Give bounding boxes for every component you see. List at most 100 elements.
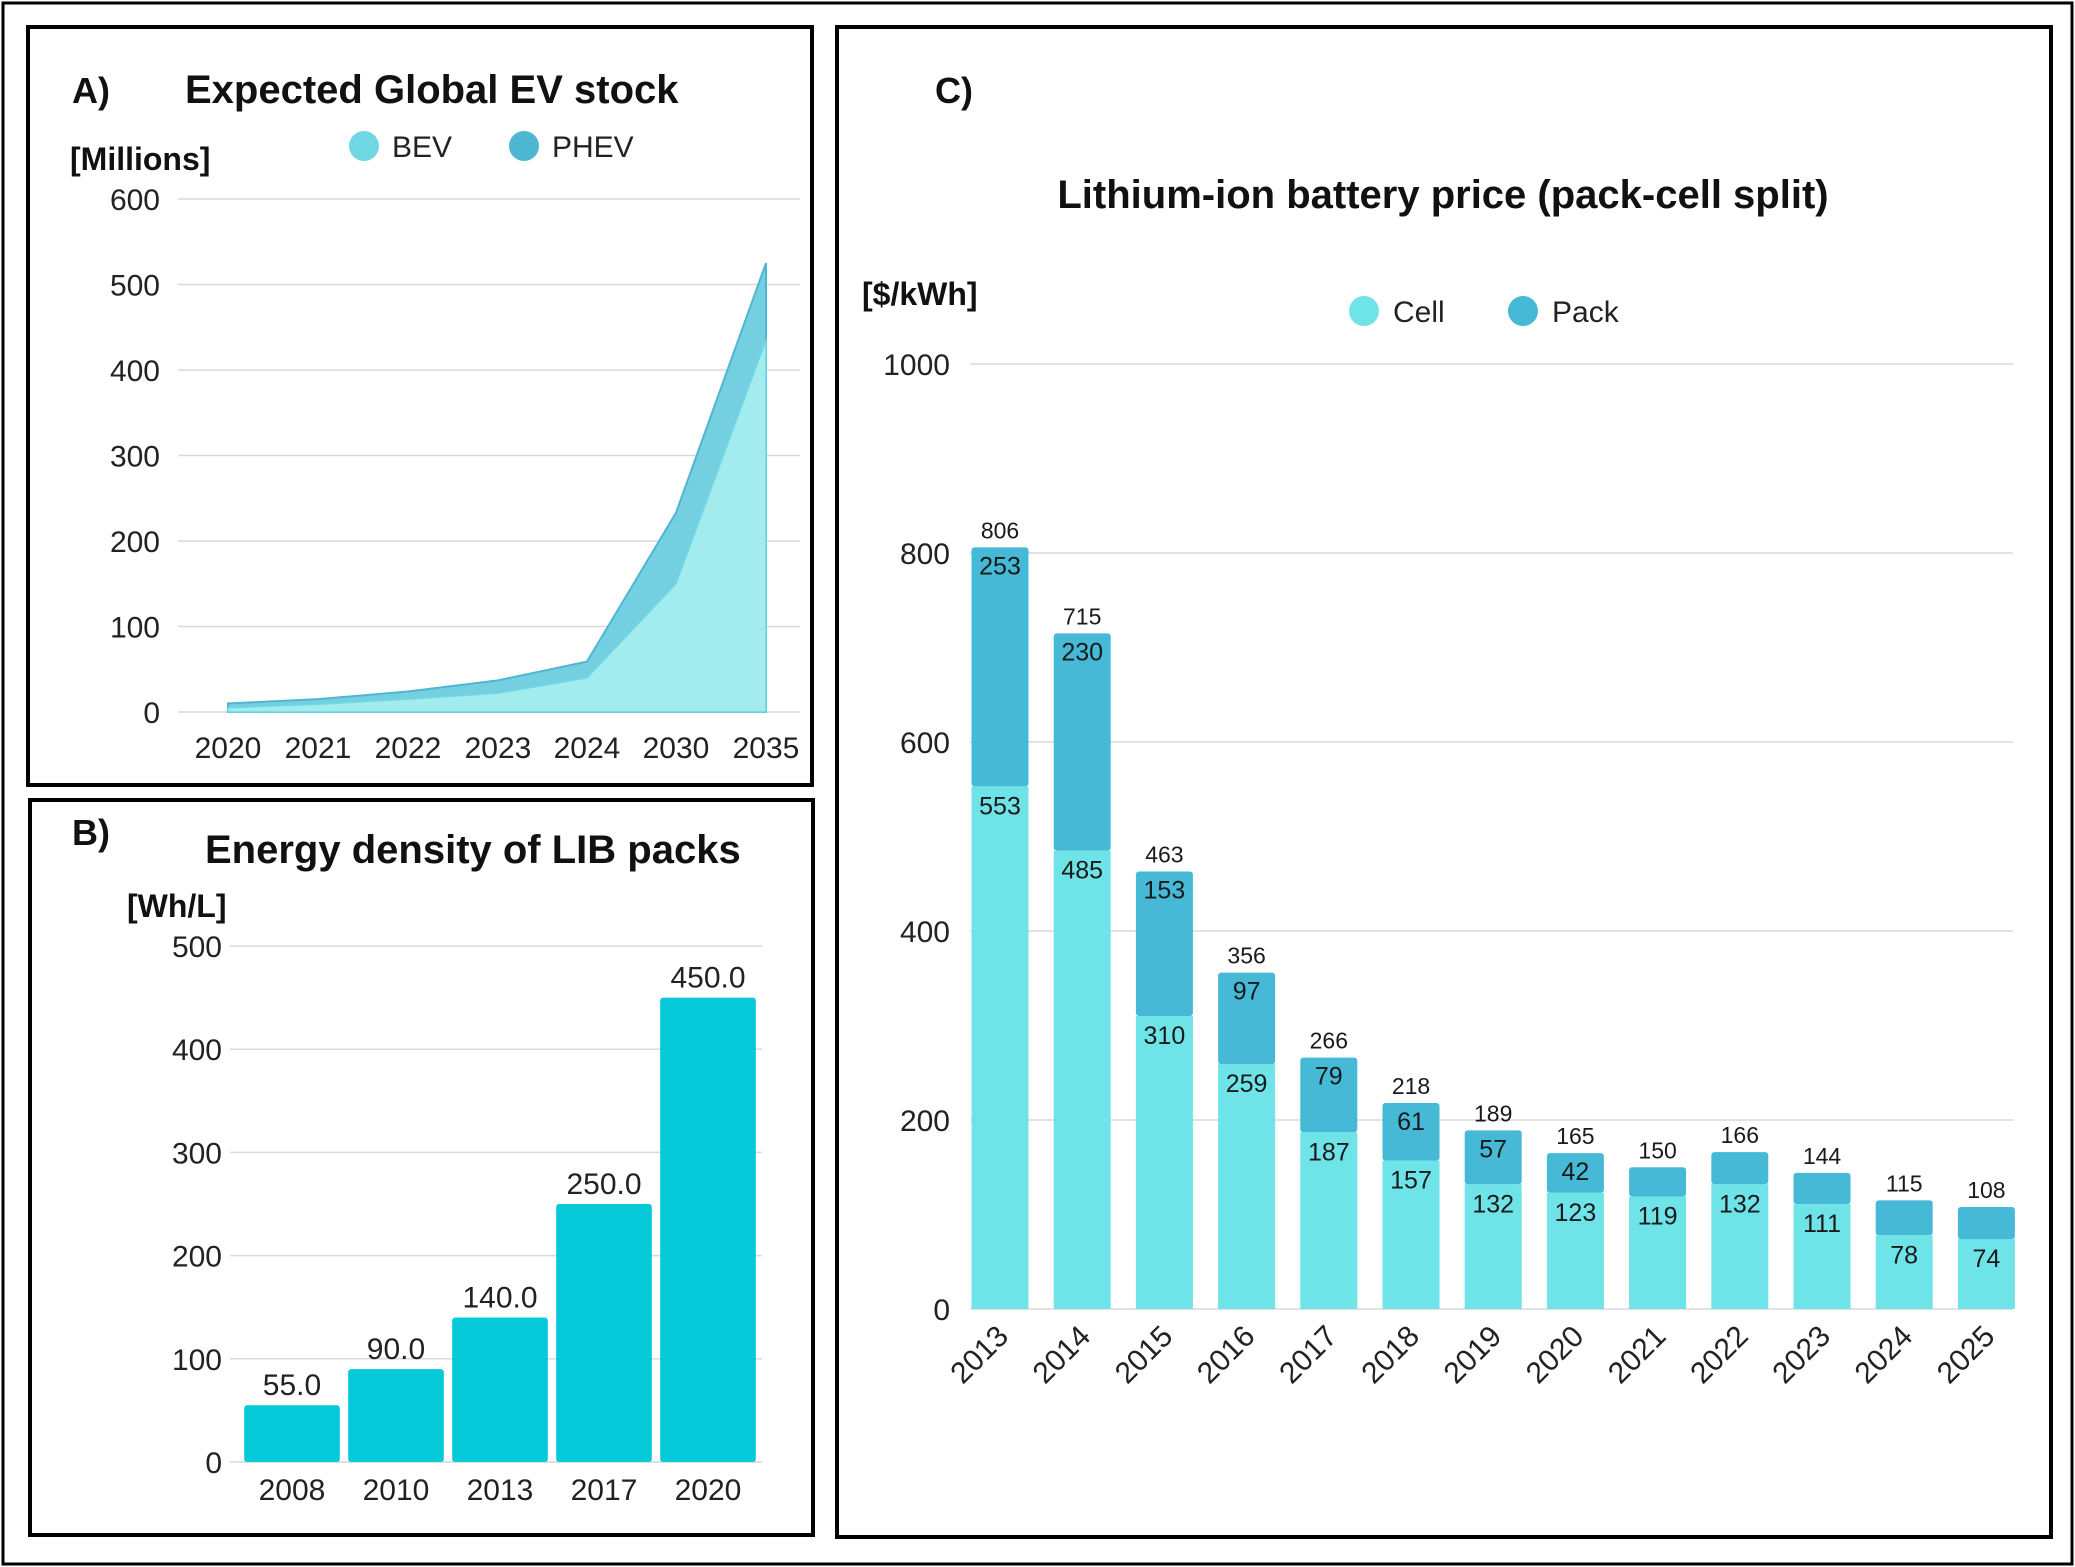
pack-value-label: 153 [1144, 876, 1186, 904]
y-tick-label: 200 [900, 1105, 950, 1138]
panel-c-ylabel: [$/kWh] [862, 276, 978, 312]
bar-cell-2015 [1135, 1016, 1193, 1309]
cell-value-label: 78 [1890, 1241, 1918, 1269]
bar-pack-2017 [1300, 1057, 1358, 1133]
y-tick-label: 400 [110, 355, 160, 388]
bar-pack-2014 [1053, 633, 1111, 851]
x-tick-label: 2023 [465, 732, 532, 765]
bar-pack-2013 [971, 547, 1029, 787]
legend-pack-label: Pack [1552, 296, 1620, 329]
total-value-label: 166 [1721, 1122, 1759, 1148]
y-tick-label: 200 [110, 526, 160, 559]
bar-cell-2025 [1957, 1239, 2015, 1309]
cell-value-label: 553 [979, 792, 1021, 820]
bar-2020 [660, 997, 756, 1462]
bar-pack-2019 [1464, 1130, 1522, 1185]
x-tick-label: 2035 [733, 732, 800, 765]
bar-pack-2021 [1629, 1167, 1687, 1197]
y-tick-label: 400 [172, 1034, 222, 1067]
pack-value-label: 97 [1233, 978, 1261, 1006]
panel-a-x-axis: 2020 2021 2022 2023 2024 2030 2035 [195, 732, 800, 765]
y-tick-label: 300 [172, 1137, 222, 1170]
bar-pack-2022 [1711, 1152, 1769, 1185]
pack-value-label: 79 [1315, 1063, 1343, 1091]
panel-b-y-axis: 0 100 200 300 400 500 [172, 931, 222, 1480]
bar-2008 [244, 1405, 340, 1462]
bar-value-label: 90.0 [367, 1333, 425, 1366]
y-tick-label: 1000 [883, 349, 950, 382]
legend-phev-swatch [509, 131, 539, 161]
x-tick-label: 2021 [285, 732, 352, 765]
panel-c-frame [835, 25, 2053, 1539]
x-tick-label: 2022 [375, 732, 442, 765]
total-value-label: 356 [1227, 943, 1265, 969]
panel-c-legend: Cell Pack [1349, 296, 1620, 329]
y-tick-label: 800 [900, 538, 950, 571]
bar-cell-2017 [1300, 1132, 1358, 1309]
x-tick-label: 2017 [571, 1474, 638, 1507]
bar-pack-2024 [1875, 1200, 1933, 1236]
y-tick-label: 0 [205, 1447, 222, 1480]
bar-cell-2018 [1382, 1160, 1440, 1309]
cell-value-label: 119 [1638, 1203, 1678, 1231]
bar-pack-2018 [1382, 1102, 1440, 1161]
cell-value-label: 157 [1390, 1167, 1432, 1195]
panel-b-x-axis: 2008 2010 2013 2017 2020 [259, 1474, 742, 1507]
panel-a-title: Expected Global EV stock [185, 68, 679, 112]
legend-pack-swatch [1508, 296, 1538, 326]
bar-cell-2020 [1546, 1192, 1604, 1309]
cell-value-label: 123 [1555, 1199, 1597, 1227]
panel-c-label: C) [935, 70, 973, 111]
pack-value-label: 42 [1561, 1158, 1589, 1186]
bar-pack-2020 [1546, 1153, 1604, 1193]
bar-pack-2016 [1218, 972, 1276, 1065]
y-tick-label: 0 [933, 1294, 950, 1327]
panel-b-ylabel: [Wh/L] [127, 888, 227, 924]
cell-value-label: 111 [1803, 1210, 1841, 1238]
bar-cell-2021 [1629, 1196, 1687, 1309]
pack-value-label: 61 [1397, 1108, 1425, 1136]
panel-b-title: Energy density of LIB packs [205, 828, 741, 872]
total-value-label: 218 [1392, 1073, 1430, 1099]
legend-cell-label: Cell [1393, 296, 1445, 329]
cell-value-label: 132 [1472, 1190, 1514, 1218]
legend-cell-swatch [1349, 296, 1379, 326]
panel-c-y-axis: 0 200 400 600 800 1000 [883, 349, 950, 1327]
pack-value-label: 253 [979, 552, 1021, 580]
y-tick-label: 200 [172, 1241, 222, 1274]
bar-2013 [452, 1317, 548, 1462]
panel-a-plot [227, 262, 767, 713]
total-value-label: 150 [1638, 1137, 1676, 1163]
cell-value-label: 187 [1308, 1138, 1350, 1166]
x-tick-label: 2020 [195, 732, 262, 765]
panel-a-legend: BEV PHEV [349, 131, 634, 164]
cell-value-label: 485 [1061, 857, 1103, 885]
x-tick-label: 2024 [554, 732, 621, 765]
total-value-label: 108 [1967, 1177, 2005, 1203]
y-tick-label: 0 [143, 697, 160, 730]
cell-value-label: 310 [1144, 1022, 1186, 1050]
cell-value-label: 132 [1719, 1190, 1761, 1218]
x-tick-label: 2010 [363, 1474, 430, 1507]
x-tick-label: 2008 [259, 1474, 326, 1507]
panel-b-plot: 55.0 90.0 140.0 250.0 450.0 [244, 962, 756, 1462]
x-tick-label: 2030 [643, 732, 710, 765]
panel-a-ylabel: [Millions] [70, 141, 210, 177]
bar-cell-2019 [1464, 1184, 1522, 1309]
legend-phev-label: PHEV [552, 131, 634, 164]
panel-a-y-axis: 0 100 200 300 400 500 600 [110, 184, 160, 730]
bar-2010 [348, 1369, 444, 1462]
total-value-label: 266 [1310, 1028, 1348, 1054]
bar-cell-2023 [1793, 1204, 1851, 1309]
y-tick-label: 600 [110, 184, 160, 217]
y-tick-label: 600 [900, 727, 950, 760]
bar-value-label: 250.0 [566, 1168, 641, 1201]
legend-bev-label: BEV [392, 131, 452, 164]
y-tick-label: 400 [900, 916, 950, 949]
bar-cell-2013 [971, 786, 1029, 1309]
total-value-label: 144 [1803, 1143, 1842, 1169]
bar-value-label: 450.0 [670, 962, 745, 995]
bar-pack-2015 [1135, 871, 1193, 1017]
bar-cell-2014 [1053, 850, 1111, 1309]
